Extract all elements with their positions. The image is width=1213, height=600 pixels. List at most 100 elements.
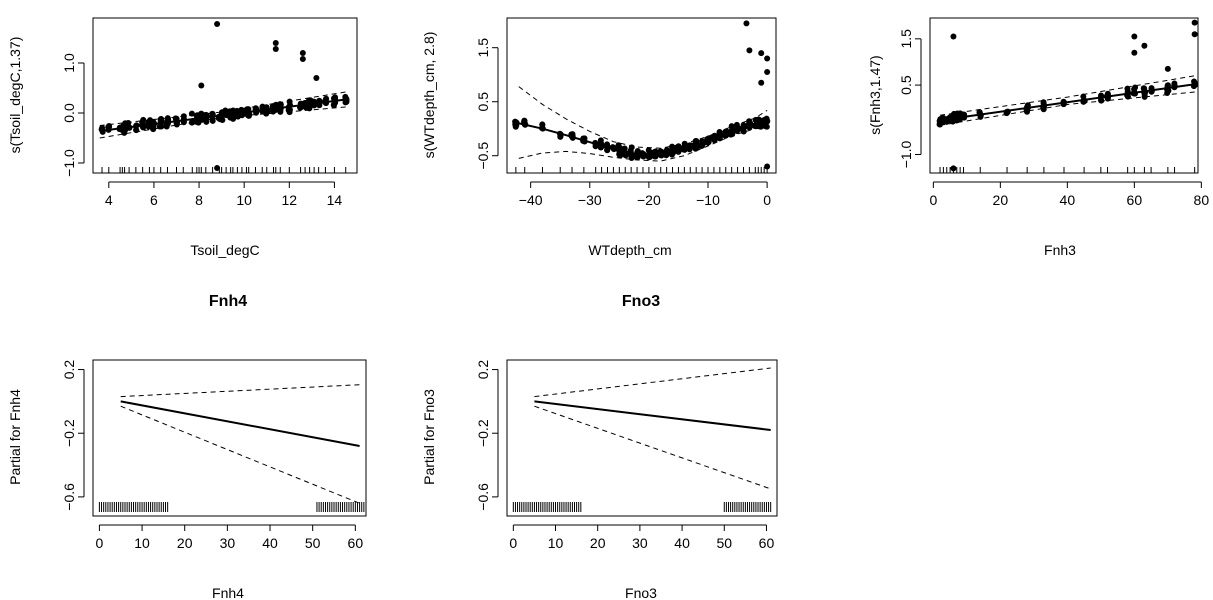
residual-point xyxy=(746,47,753,54)
residual-point xyxy=(264,108,271,115)
x-tick-label: 20 xyxy=(590,535,606,551)
x-tick-label: 12 xyxy=(282,192,298,208)
plot-frame xyxy=(506,359,778,517)
residual-point xyxy=(675,143,682,150)
plot-frame xyxy=(92,17,358,174)
residual-point xyxy=(568,133,575,140)
ci-lower-line xyxy=(534,405,771,490)
residual-point xyxy=(593,140,600,147)
residual-point xyxy=(743,20,750,27)
residual-point xyxy=(306,105,313,112)
residual-point xyxy=(1060,100,1067,107)
x-tick-label: −40 xyxy=(519,192,543,208)
residual-point xyxy=(252,105,259,112)
panel-fnh4: Fnh4 Fnh4 Partial for Fnh4 0 10 20 30 40 50 60… xyxy=(7,293,367,600)
x-tick-label: 80 xyxy=(1194,192,1210,208)
residual-point xyxy=(512,118,519,125)
residual-point xyxy=(1098,97,1105,104)
residual-point xyxy=(764,163,771,170)
x-axis-label: Tsoil_degC xyxy=(190,242,259,258)
residual-point xyxy=(1080,98,1087,105)
residual-point xyxy=(1164,65,1171,72)
x-tick-label: 40 xyxy=(262,535,278,551)
x-tick-label: 10 xyxy=(548,535,564,551)
residual-point xyxy=(277,107,284,114)
residual-point xyxy=(717,132,724,139)
x-tick-label: 40 xyxy=(674,535,690,551)
residual-point xyxy=(150,120,157,127)
y-tick-label: −0.2 xyxy=(475,419,491,447)
residual-point xyxy=(977,112,984,119)
y-tick-label: 1.5 xyxy=(475,38,491,58)
residual-point xyxy=(727,131,734,138)
residual-point xyxy=(1098,92,1105,99)
residual-point xyxy=(1191,31,1198,38)
y-tick-label: 0.5 xyxy=(898,75,914,95)
plot-frame xyxy=(92,359,367,517)
residual-point xyxy=(1080,93,1087,100)
residual-point xyxy=(163,123,170,130)
ci-upper-line xyxy=(518,86,768,149)
panel-title: Fno3 xyxy=(622,293,660,310)
residual-point xyxy=(246,111,253,118)
y-tick-label: 0.5 xyxy=(475,92,491,112)
y-tick-label: −0.5 xyxy=(475,142,491,170)
plot-frame xyxy=(506,17,777,174)
residual-point xyxy=(158,118,165,125)
residual-point xyxy=(180,113,187,120)
residual-point xyxy=(758,79,765,86)
residual-point xyxy=(758,50,765,57)
x-axis-label: Fnh4 xyxy=(212,585,244,600)
residual-point xyxy=(950,33,957,40)
residual-point xyxy=(219,116,226,123)
residual-point xyxy=(180,119,187,126)
residual-point xyxy=(687,143,694,150)
x-tick-label: −30 xyxy=(578,192,602,208)
panel-fno3: Fno3 Fno3 Partial for Fno3 0 10 20 30 40 50 60… xyxy=(421,293,778,600)
residual-point xyxy=(245,106,252,113)
residual-points xyxy=(936,19,1199,172)
x-tick-label: 40 xyxy=(1060,192,1076,208)
residual-point xyxy=(622,151,629,158)
ci-upper-line xyxy=(120,384,360,398)
residual-point xyxy=(699,138,706,145)
residual-point xyxy=(214,21,221,27)
residual-point xyxy=(1040,106,1047,113)
residual-point xyxy=(297,104,304,111)
residual-point xyxy=(214,165,221,171)
residual-point xyxy=(98,126,105,133)
residual-point xyxy=(209,110,216,117)
x-tick-label: 10 xyxy=(134,535,150,551)
residual-point xyxy=(746,119,753,126)
residual-point xyxy=(604,141,611,148)
y-axis-label: s(WTdepth_cm, 2.8) xyxy=(421,32,437,159)
residual-point xyxy=(285,104,292,111)
x-tick-label: 0 xyxy=(929,192,937,208)
residual-point xyxy=(539,125,546,132)
residual-point xyxy=(209,116,216,123)
residual-point xyxy=(299,50,306,56)
residual-point xyxy=(621,145,628,152)
residual-point xyxy=(764,69,771,76)
residual-point xyxy=(711,137,718,144)
x-tick-label: 30 xyxy=(632,535,648,551)
residual-point xyxy=(238,106,245,113)
residual-point xyxy=(1164,86,1171,93)
residual-point xyxy=(188,110,195,117)
residual-point xyxy=(681,146,688,153)
residual-point xyxy=(330,102,337,109)
residual-point xyxy=(616,146,623,153)
y-axis-label: Partial for Fno3 xyxy=(421,389,437,485)
residual-point xyxy=(332,96,339,103)
residual-point xyxy=(657,151,664,158)
x-tick-label: 60 xyxy=(348,535,364,551)
residual-point xyxy=(556,130,563,137)
residual-point xyxy=(722,128,729,135)
residual-point xyxy=(1131,33,1138,40)
y-tick-label: −0.6 xyxy=(475,483,491,511)
residual-point xyxy=(961,112,968,119)
x-tick-label: 8 xyxy=(195,192,203,208)
residual-point xyxy=(313,75,320,81)
residual-point xyxy=(1004,108,1011,115)
